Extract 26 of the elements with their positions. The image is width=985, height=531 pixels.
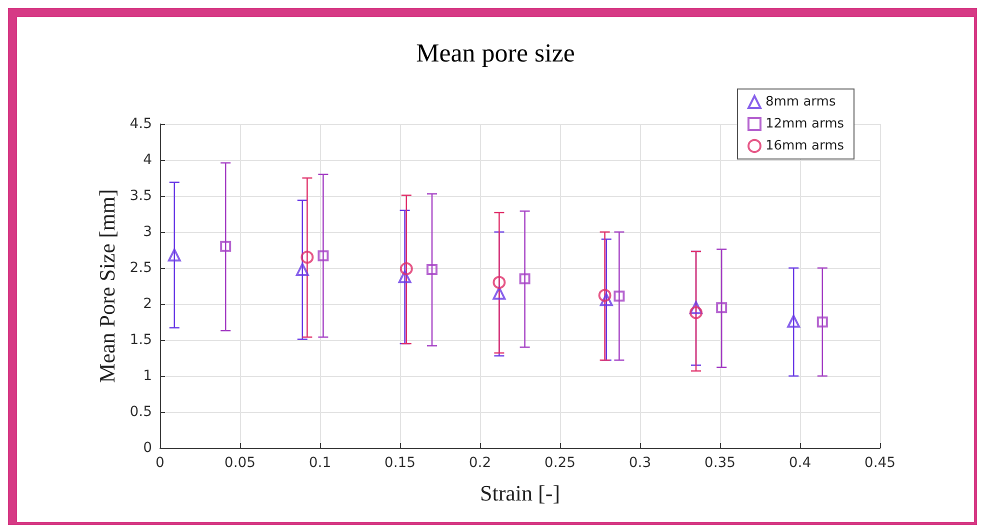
y-tick-label: 3 — [143, 224, 152, 240]
x-axis-title: Strain [-] — [480, 480, 560, 506]
legend-label: 12mm arms — [765, 116, 844, 132]
chart-title: Mean pore size — [416, 38, 575, 68]
x-tick-label: 0.45 — [864, 455, 896, 471]
x-tick-label: 0.05 — [224, 455, 256, 471]
x-tick-label: 0.25 — [544, 455, 576, 471]
y-tick-label: 0 — [143, 440, 152, 456]
y-axis-title: Mean Pore Size [mm] — [94, 189, 120, 383]
x-tick-label: 0 — [156, 455, 164, 471]
y-tick-label: 2 — [143, 296, 152, 312]
x-tick-label: 0.2 — [468, 455, 492, 471]
y-tick-label: 2.5 — [130, 260, 152, 276]
y-tick-label: 4.5 — [130, 116, 152, 132]
legend-label: 16mm arms — [765, 138, 844, 154]
x-tick-label: 0.35 — [704, 455, 736, 471]
y-tick-label: 4 — [143, 152, 152, 168]
y-tick-label: 1 — [143, 368, 152, 384]
y-tick-label: 1.5 — [130, 332, 152, 348]
x-tick-label: 0.3 — [628, 455, 652, 471]
y-tick-label: 3.5 — [130, 188, 152, 204]
x-tick-label: 0.4 — [788, 455, 812, 471]
y-tick-label: 0.5 — [130, 404, 152, 420]
legend-label: 8mm arms — [765, 94, 836, 110]
x-tick-label: 0.1 — [308, 455, 332, 471]
x-tick-label: 0.15 — [384, 455, 416, 471]
